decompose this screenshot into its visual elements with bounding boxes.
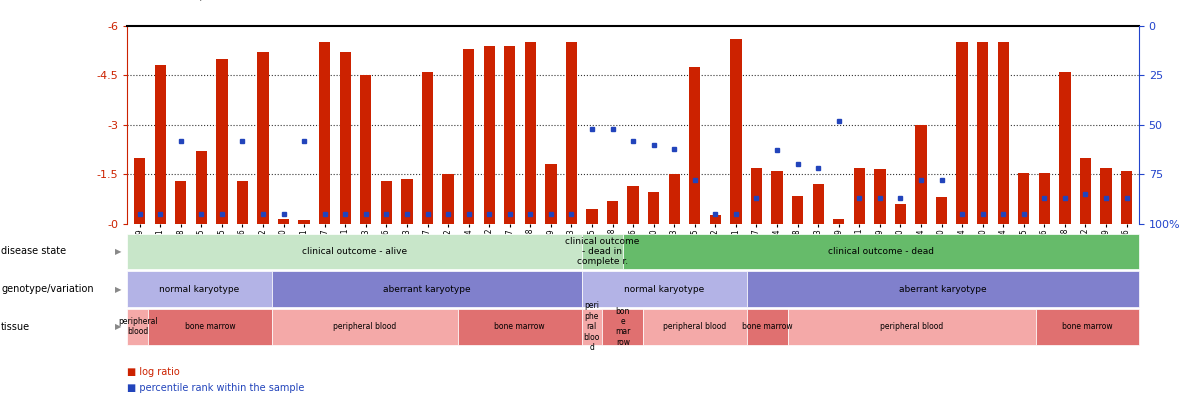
Bar	[381, 181, 393, 224]
Text: bone marrow: bone marrow	[742, 322, 792, 331]
Bar	[771, 171, 783, 224]
Bar	[895, 204, 907, 224]
Text: peripheral blood: peripheral blood	[664, 322, 726, 331]
Text: normal karyotype: normal karyotype	[624, 285, 704, 293]
Bar	[1080, 158, 1091, 224]
Bar	[401, 179, 413, 224]
Bar	[360, 75, 371, 224]
Bar	[977, 42, 988, 224]
Bar	[874, 169, 885, 224]
Bar	[278, 219, 289, 224]
Bar	[463, 49, 474, 224]
Bar	[936, 197, 947, 224]
Text: clinical outcome - alive: clinical outcome - alive	[302, 247, 407, 256]
Text: ■ percentile rank within the sample: ■ percentile rank within the sample	[127, 383, 304, 393]
Bar	[196, 151, 208, 224]
Bar	[340, 52, 351, 224]
Text: peripheral blood: peripheral blood	[334, 322, 396, 331]
Bar	[134, 158, 145, 224]
Bar	[1059, 72, 1071, 224]
Bar	[422, 72, 433, 224]
Text: clinical outcome - dead: clinical outcome - dead	[828, 247, 934, 256]
Text: GDS843 / 2442: GDS843 / 2442	[139, 0, 244, 2]
Bar	[586, 209, 598, 224]
Bar	[997, 42, 1009, 224]
Bar	[1121, 171, 1132, 224]
Bar	[442, 174, 454, 224]
Text: clinical outcome
- dead in
complete r.: clinical outcome - dead in complete r.	[565, 236, 639, 267]
Text: peri
phe
ral
bloo
d: peri phe ral bloo d	[584, 301, 600, 352]
Text: peripheral
blood: peripheral blood	[118, 317, 158, 336]
Text: ▶: ▶	[114, 247, 121, 256]
Bar	[627, 186, 639, 224]
Bar	[648, 192, 659, 224]
Bar	[915, 125, 927, 224]
Text: bone marrow: bone marrow	[185, 322, 236, 331]
Text: normal karyotype: normal karyotype	[159, 285, 239, 293]
Text: ■ log ratio: ■ log ratio	[127, 367, 180, 377]
Bar	[751, 168, 762, 224]
Bar	[176, 181, 186, 224]
Bar	[566, 42, 577, 224]
Text: ▶: ▶	[114, 322, 121, 331]
Bar	[545, 164, 556, 224]
Text: disease state: disease state	[1, 246, 66, 257]
Bar	[730, 39, 742, 224]
Bar	[607, 201, 618, 224]
Bar	[483, 46, 495, 224]
Text: aberrant karyotype: aberrant karyotype	[383, 285, 470, 293]
Text: bon
e
mar
row: bon e mar row	[615, 307, 631, 347]
Text: aberrant karyotype: aberrant karyotype	[898, 285, 987, 293]
Bar	[216, 59, 228, 224]
Bar	[298, 221, 310, 224]
Bar	[690, 67, 700, 224]
Bar	[668, 174, 680, 224]
Bar	[956, 42, 968, 224]
Bar	[154, 65, 166, 224]
Bar	[320, 42, 330, 224]
Bar	[710, 215, 722, 224]
Bar	[812, 184, 824, 224]
Text: peripheral blood: peripheral blood	[881, 322, 943, 331]
Bar	[1039, 173, 1050, 224]
Text: ▶: ▶	[114, 285, 121, 293]
Text: bone marrow: bone marrow	[494, 322, 545, 331]
Text: genotype/variation: genotype/variation	[1, 284, 94, 294]
Bar	[525, 42, 536, 224]
Bar	[1019, 173, 1029, 224]
Bar	[1100, 168, 1112, 224]
Bar	[257, 52, 269, 224]
Bar	[834, 219, 844, 224]
Bar	[505, 46, 515, 224]
Text: bone marrow: bone marrow	[1062, 322, 1113, 331]
Bar	[854, 168, 865, 224]
Bar	[792, 196, 803, 224]
Text: tissue: tissue	[1, 322, 31, 332]
Bar	[237, 181, 248, 224]
